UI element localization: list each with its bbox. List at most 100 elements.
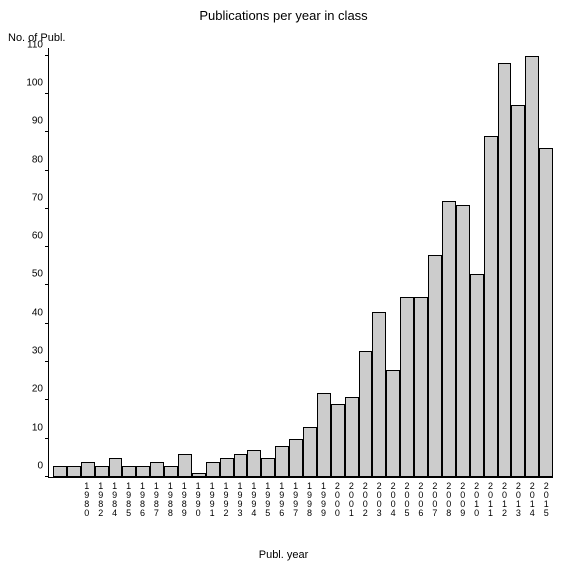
y-tick-label: 100 xyxy=(19,77,49,88)
bar xyxy=(428,255,442,477)
bar xyxy=(178,454,192,477)
x-tick-label: 1982 xyxy=(94,480,108,518)
x-tick-label: 1987 xyxy=(149,480,163,518)
x-tick-label: 2000 xyxy=(330,480,344,518)
y-tick-mark xyxy=(45,170,49,171)
bars-group xyxy=(49,48,553,477)
x-tick-label: 1995 xyxy=(261,480,275,518)
bar xyxy=(109,458,123,477)
x-tick-label: 2010 xyxy=(470,480,484,518)
bar xyxy=(525,56,539,477)
chart-container: Publications per year in class No. of Pu… xyxy=(0,0,567,567)
x-tick-label xyxy=(66,480,80,518)
bar xyxy=(317,393,331,477)
plot-area: 0102030405060708090100110 xyxy=(48,48,553,478)
bar xyxy=(498,63,512,477)
x-tick-label: 1988 xyxy=(163,480,177,518)
bar xyxy=(275,446,289,477)
x-tick-label: 1985 xyxy=(122,480,136,518)
x-tick-label: 2001 xyxy=(344,480,358,518)
y-tick-label: 10 xyxy=(19,422,49,433)
x-tick-label: 2002 xyxy=(358,480,372,518)
x-tick-label: 1994 xyxy=(247,480,261,518)
bar xyxy=(164,466,178,477)
x-tick-label: 2007 xyxy=(428,480,442,518)
bar xyxy=(261,458,275,477)
y-tick-label: 20 xyxy=(19,384,49,395)
bar xyxy=(331,404,345,477)
bar xyxy=(67,466,81,477)
chart-title: Publications per year in class xyxy=(0,8,567,23)
y-tick-label: 60 xyxy=(19,231,49,242)
x-tick-label: 1996 xyxy=(275,480,289,518)
bar xyxy=(192,473,206,477)
y-tick-mark xyxy=(45,55,49,56)
x-tick-label: 1998 xyxy=(303,480,317,518)
bar xyxy=(53,466,67,477)
y-tick-mark xyxy=(45,438,49,439)
bar xyxy=(303,427,317,477)
bar xyxy=(400,297,414,477)
x-tick-label: 1999 xyxy=(317,480,331,518)
x-axis-label: Publ. year xyxy=(0,549,567,561)
x-tick-label: 2015 xyxy=(539,480,553,518)
x-tick-label: 1993 xyxy=(233,480,247,518)
bar xyxy=(442,201,456,477)
y-tick-mark xyxy=(45,246,49,247)
bar xyxy=(359,351,373,477)
y-tick-label: 0 xyxy=(19,461,49,472)
bar xyxy=(345,397,359,477)
y-tick-label: 30 xyxy=(19,346,49,357)
x-tick-label: 1991 xyxy=(205,480,219,518)
x-tick-label: 2005 xyxy=(400,480,414,518)
y-tick-label: 90 xyxy=(19,116,49,127)
x-tick-label: 2011 xyxy=(484,480,498,518)
bar xyxy=(456,205,470,477)
x-tick-label: 1997 xyxy=(289,480,303,518)
bar xyxy=(220,458,234,477)
bar xyxy=(206,462,220,477)
bar xyxy=(484,136,498,477)
y-tick-mark xyxy=(45,361,49,362)
y-tick-mark xyxy=(45,399,49,400)
bar xyxy=(511,105,525,477)
y-tick-mark xyxy=(45,131,49,132)
x-tick-label: 2006 xyxy=(414,480,428,518)
y-tick-mark xyxy=(45,323,49,324)
x-tick-label: 1980 xyxy=(80,480,94,518)
bar xyxy=(247,450,261,477)
x-tick-label: 1986 xyxy=(136,480,150,518)
bar xyxy=(95,466,109,477)
x-tick-label xyxy=(52,480,66,518)
bar xyxy=(81,462,95,477)
bar xyxy=(234,454,248,477)
bar xyxy=(386,370,400,477)
bar xyxy=(470,274,484,477)
x-ticks: 1980198219841985198619871988198919901991… xyxy=(48,480,553,518)
y-tick-label: 40 xyxy=(19,307,49,318)
x-tick-label: 2003 xyxy=(372,480,386,518)
x-tick-label: 2004 xyxy=(386,480,400,518)
x-tick-label: 1990 xyxy=(191,480,205,518)
bar xyxy=(414,297,428,477)
bar xyxy=(122,466,136,477)
y-tick-mark xyxy=(45,284,49,285)
y-tick-mark xyxy=(45,93,49,94)
y-tick-label: 110 xyxy=(19,39,49,50)
x-tick-label: 2012 xyxy=(498,480,512,518)
y-tick-mark xyxy=(45,476,49,477)
x-tick-label: 2008 xyxy=(442,480,456,518)
x-tick-label: 1984 xyxy=(108,480,122,518)
x-tick-label: 2014 xyxy=(525,480,539,518)
bar xyxy=(150,462,164,477)
bar xyxy=(539,148,553,477)
bar xyxy=(289,439,303,477)
y-tick-label: 70 xyxy=(19,192,49,203)
bar xyxy=(372,312,386,477)
y-tick-mark xyxy=(45,208,49,209)
y-tick-label: 50 xyxy=(19,269,49,280)
x-tick-label: 2009 xyxy=(456,480,470,518)
x-tick-label: 2013 xyxy=(511,480,525,518)
x-tick-label: 1989 xyxy=(177,480,191,518)
x-tick-label: 1992 xyxy=(219,480,233,518)
